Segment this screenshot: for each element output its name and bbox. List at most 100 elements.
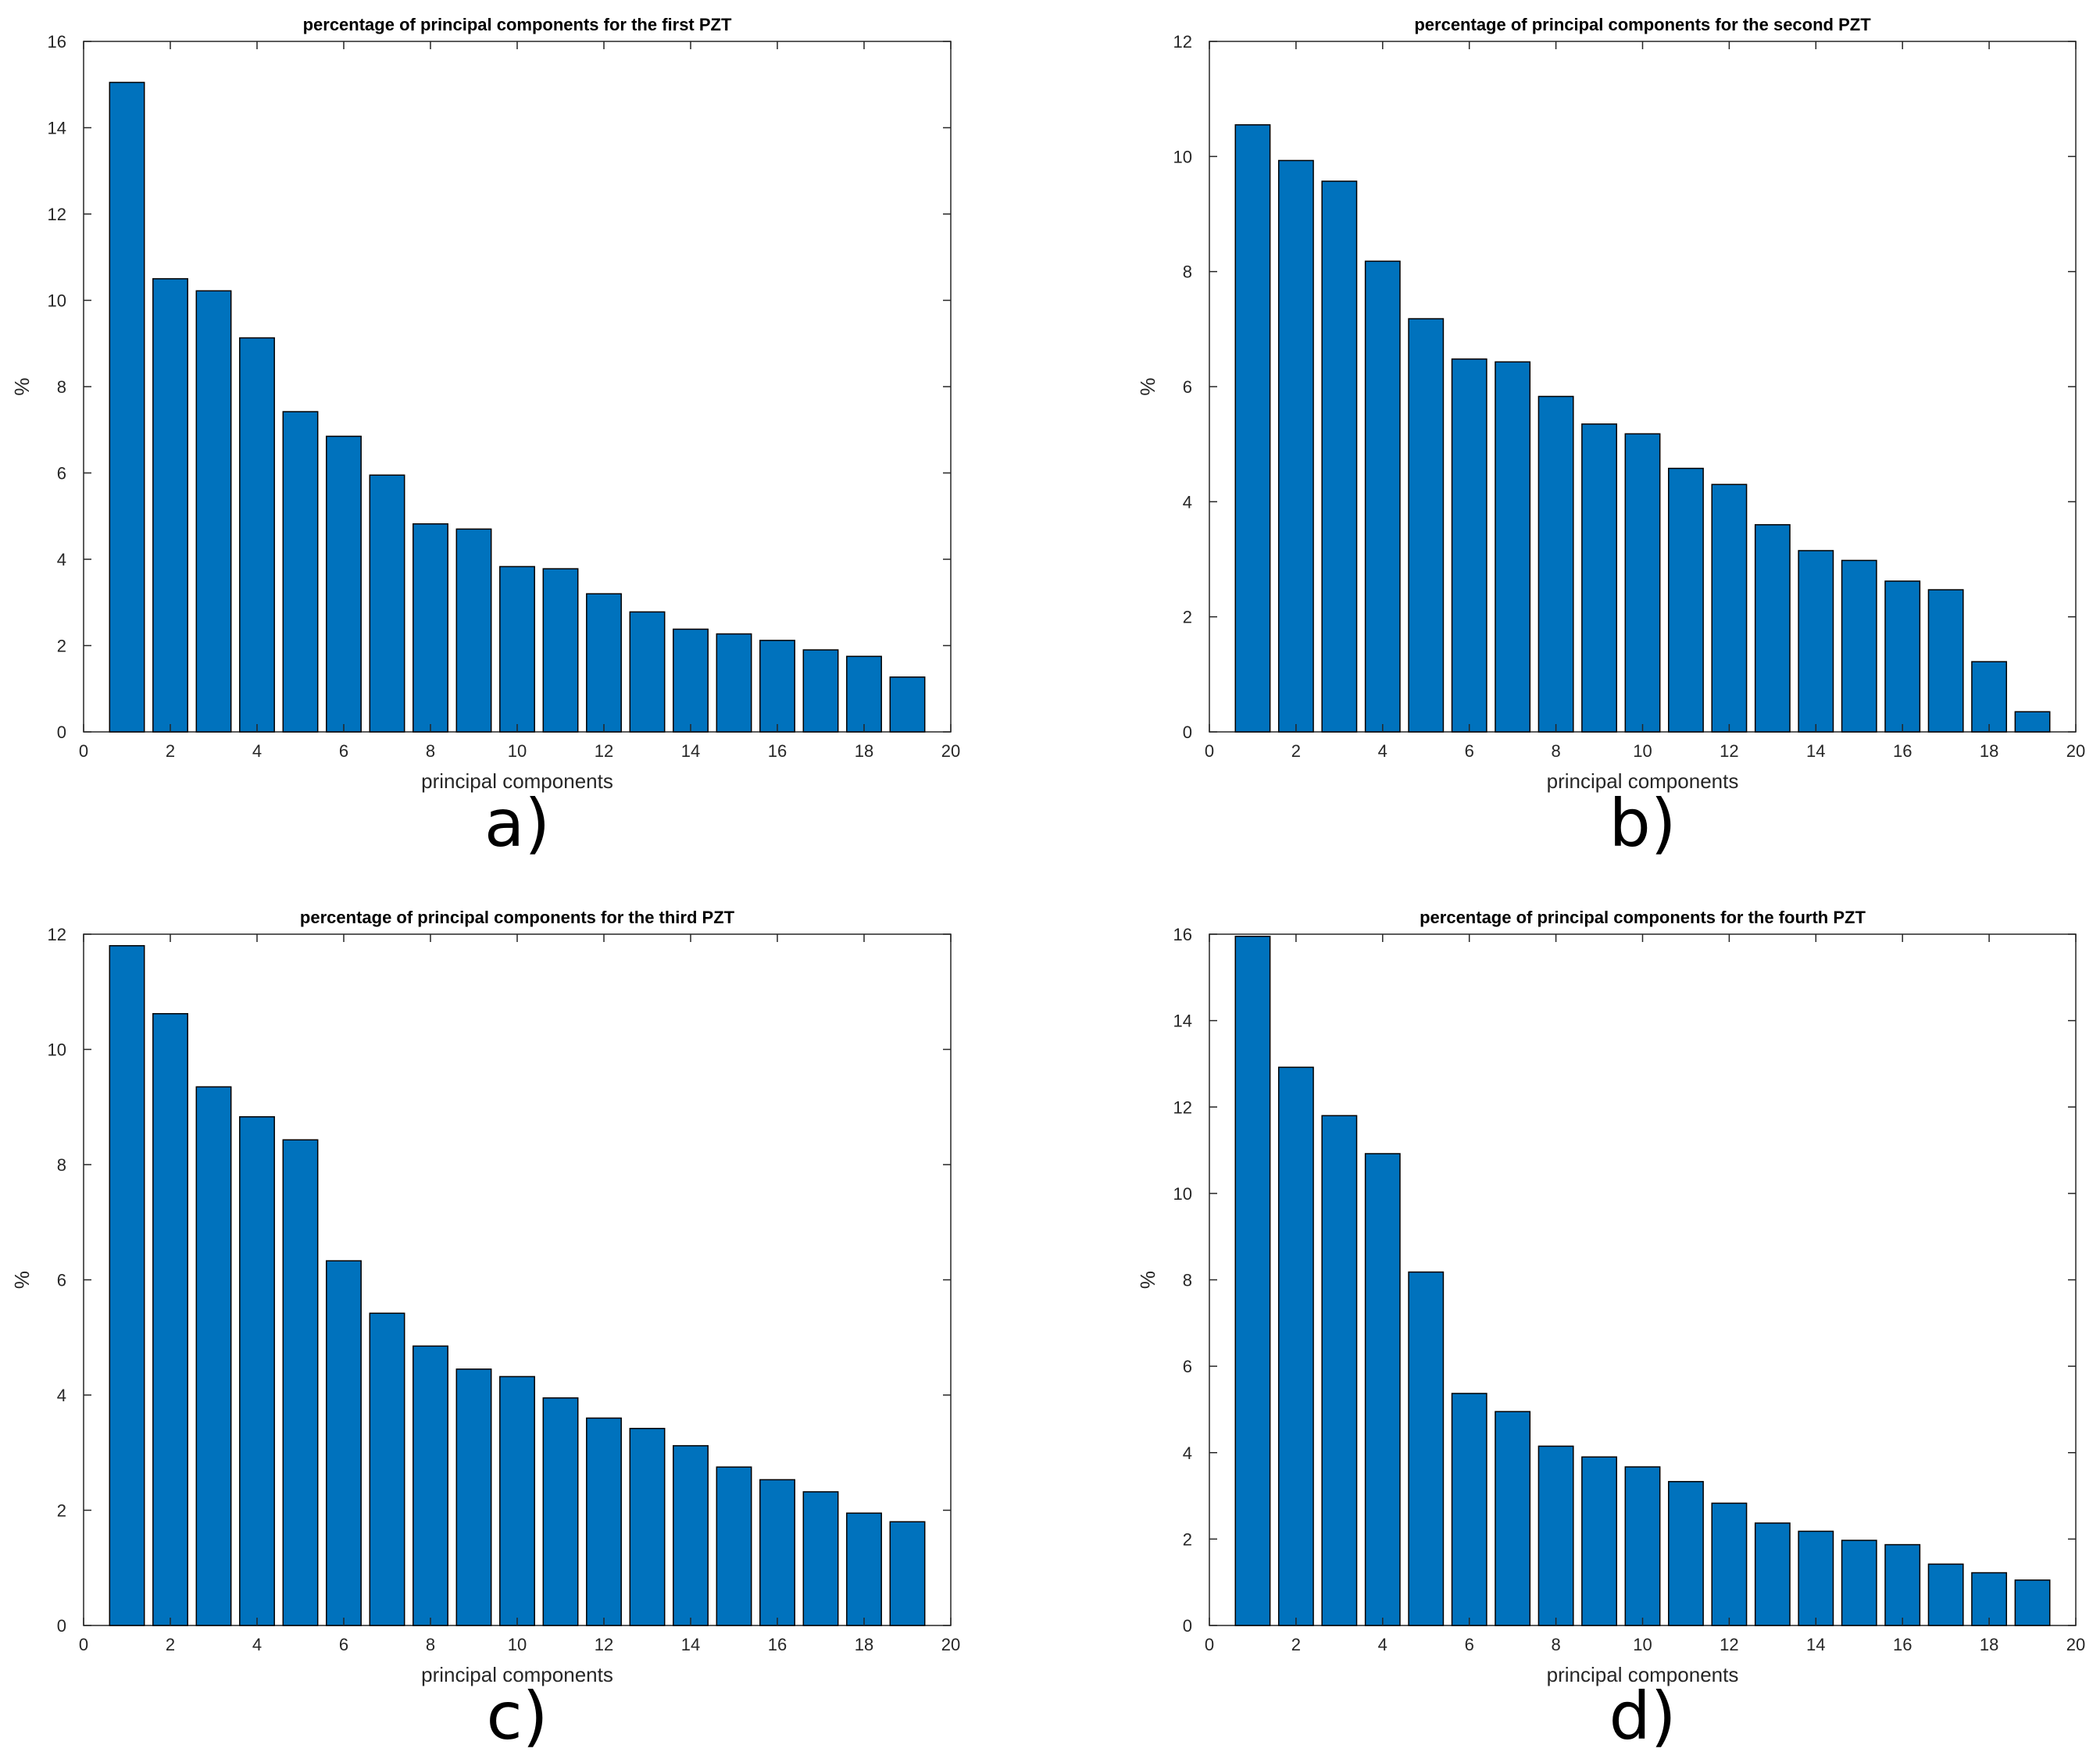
bar [326,435,362,733]
bar [759,1479,795,1626]
x-axis-label: principal components [1547,1663,1739,1686]
y-tick-label: 6 [1183,1357,1192,1376]
x-tick-label: 2 [1291,1635,1301,1654]
bar [282,411,319,733]
x-tick-label: 0 [79,741,88,761]
x-tick-label: 18 [855,741,873,761]
x-tick-label: 20 [2066,1635,2085,1654]
y-tick-label: 4 [1183,1443,1192,1463]
bar [846,1512,882,1626]
panel-label: d) [1609,1678,1676,1752]
x-tick-label: 18 [1980,741,1998,761]
bar [1754,1522,1791,1626]
x-tick-label: 16 [768,741,787,761]
bar [1971,1572,2008,1626]
x-tick-label: 10 [1633,1635,1652,1654]
bar [109,945,145,1626]
bar [1884,580,1921,733]
y-tick-label: 0 [1183,1616,1192,1636]
bar [455,528,492,733]
y-tick-label: 0 [57,1616,66,1636]
bar [759,640,795,733]
x-tick-label: 8 [1551,741,1560,761]
bar [1884,1543,1921,1626]
y-axis-label: % [10,377,34,395]
chart-title: percentage of principal components for t… [303,15,732,34]
x-tick-label: 12 [1720,1635,1738,1654]
bar [239,337,275,733]
y-tick-label: 8 [1183,1271,1192,1290]
panel-label: c) [487,1678,548,1752]
bar [2014,1579,2051,1626]
bar [1927,1563,1964,1626]
chart-a: 0 2 4 6 8 10 12 14 16 18 20 0 2 4 6 8 10 12 14 16 percentage… [10,15,960,862]
y-tick-label: 16 [48,32,66,52]
y-tick-label: 12 [1173,1097,1192,1117]
x-tick-label: 6 [1465,1635,1474,1654]
bar [629,1428,666,1626]
bar [282,1139,319,1626]
bar [1581,423,1617,733]
bar [586,1417,622,1626]
bar [1451,1393,1488,1626]
x-tick-label: 4 [1378,741,1388,761]
bar [369,1312,405,1626]
y-tick-label: 0 [1183,723,1192,742]
panel-label: b) [1609,785,1676,862]
x-tick-label: 2 [166,1635,175,1654]
y-tick-label: 4 [57,1386,66,1405]
x-tick-label: 8 [426,741,435,761]
chart-c: 0 2 4 6 8 10 12 14 16 18 20 0 2 4 6 8 10 12 percentage of … [10,908,960,1752]
bar [542,1397,579,1626]
bar [1234,124,1271,733]
x-tick-label: 0 [1205,741,1214,761]
chart-title: percentage of principal components for t… [300,908,735,927]
y-tick-label: 4 [1183,492,1192,512]
x-tick-label: 10 [508,741,527,761]
bar [1277,159,1314,733]
bar [1668,467,1704,733]
y-tick-label: 2 [1183,1529,1192,1549]
bar [1841,559,1877,733]
y-tick-label: 6 [57,464,66,483]
y-tick-label: 8 [1183,262,1192,282]
x-tick-label: 12 [1720,741,1738,761]
bar [109,81,145,733]
x-tick-label: 20 [941,741,960,761]
bar [1971,661,2008,733]
bar [1451,358,1488,733]
y-tick-label: 14 [48,119,66,138]
bar [846,655,882,733]
y-tick-label: 12 [48,205,66,224]
x-tick-label: 16 [768,1635,787,1654]
x-tick-label: 0 [79,1635,88,1654]
x-tick-label: 4 [252,1635,262,1654]
bar [195,1086,232,1626]
bar [1277,1066,1314,1626]
y-axis-label: % [1136,1271,1159,1289]
x-tick-label: 2 [166,741,175,761]
bar [1754,524,1791,733]
bar [1408,318,1445,733]
x-tick-label: 16 [1893,741,1912,761]
bar [1321,180,1358,733]
x-tick-label: 6 [339,1635,348,1654]
bar [1408,1271,1445,1626]
bar [499,566,535,733]
y-tick-label: 8 [57,1155,66,1175]
x-tick-label: 20 [941,1635,960,1654]
x-axis-label: principal components [421,1663,613,1686]
x-tick-label: 12 [595,741,613,761]
bar [889,1521,926,1626]
bar [1495,361,1531,733]
bar [2014,711,2051,733]
x-tick-label: 0 [1205,1635,1214,1654]
y-tick-label: 12 [1173,32,1192,52]
x-tick-label: 12 [595,1635,613,1654]
y-tick-label: 12 [48,925,66,944]
bar [1624,1466,1661,1626]
bar [412,523,448,733]
bar [673,628,709,733]
bar [152,1013,188,1626]
